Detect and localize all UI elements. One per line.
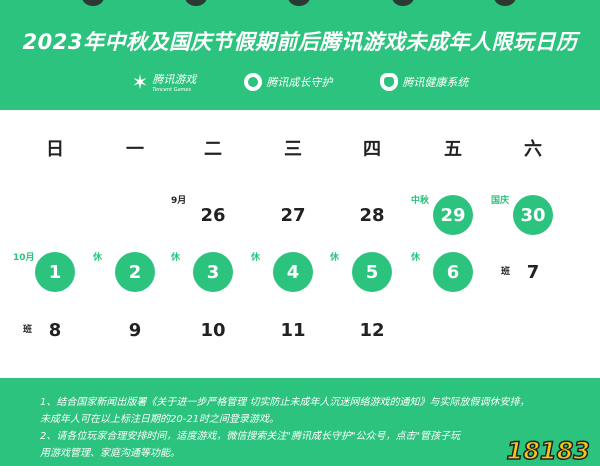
day-tag: 休 (251, 253, 261, 263)
weekday-header: 六 (524, 139, 542, 160)
calendar-day: 29 (433, 195, 473, 235)
calendar-day: 4 (273, 252, 313, 292)
binder-ring (494, 0, 516, 6)
note-line: 用游戏管理、家庭沟通等功能。 (40, 448, 180, 459)
weekday-header: 三 (284, 139, 302, 160)
logo-label: 腾讯健康系统 (402, 76, 469, 89)
weekday-header: 二 (204, 139, 222, 160)
binder-ring (392, 0, 414, 6)
watermark-logo: 18183 (506, 437, 591, 465)
logo-sub: Tencent Games (152, 87, 192, 93)
calendar-day: 10 (200, 319, 226, 341)
tencent-games-icon: ✶ (131, 70, 149, 94)
weekday-header: 日 (46, 139, 64, 160)
calendar-day: 30 (513, 195, 553, 235)
day-tag: 中秋 (411, 196, 430, 206)
calendar-day: 2 (115, 252, 155, 292)
tencent-games-logo: ✶ 腾讯游戏 Tencent Games (132, 70, 197, 94)
calendar-day: 8 (48, 319, 62, 341)
binder-ring (288, 0, 310, 6)
shield-icon (380, 73, 399, 91)
day-tag: 9月 (171, 196, 187, 206)
day-tag: 休 (171, 253, 181, 263)
day-tag: 休 (93, 253, 103, 263)
growth-guard-logo: 腾讯成长守护 (244, 73, 332, 91)
calendar-day: 9 (128, 319, 142, 341)
footer-notes: 1、结合国家新闻出版署《关于进一步严格管理 切实防止未成年人沉迷网络游戏的通知》… (0, 378, 600, 466)
day-tag: 休 (411, 253, 421, 263)
calendar-day: 5 (352, 252, 392, 292)
logo-label: 腾讯成长守护 (266, 76, 333, 89)
calendar-day: 7 (526, 261, 540, 283)
day-tag: 休 (330, 253, 340, 263)
logo-label: 腾讯游戏 (152, 73, 197, 86)
note-line: 2、请各位玩家合理安排时间，适度游戏，微信搜索关注"腾讯成长守护"公众号，点击"… (40, 431, 461, 442)
weekday-header: 五 (444, 139, 462, 160)
day-tag: 10月 (13, 253, 35, 263)
calendar-day: 27 (280, 204, 306, 226)
page-title: 2023年中秋及国庆节假期前后腾讯游戏未成年人限玩日历 (22, 30, 578, 54)
day-tag: 班 (23, 325, 33, 335)
calendar-day: 6 (433, 252, 473, 292)
note-line: 1、结合国家新闻出版署《关于进一步严格管理 切实防止未成年人沉迷网络游戏的通知》… (40, 397, 530, 408)
day-tag: 国庆 (491, 196, 510, 206)
calendar-day: 3 (193, 252, 233, 292)
calendar-day: 12 (359, 319, 385, 341)
calendar-day: 26 (200, 204, 226, 226)
binder-ring (185, 0, 207, 6)
growth-guard-icon (244, 73, 263, 91)
calendar-day: 1 (35, 252, 75, 292)
binder-ring (82, 0, 104, 6)
calendar-day: 28 (359, 204, 385, 226)
day-tag: 班 (501, 267, 511, 277)
weekday-header: 四 (363, 139, 381, 160)
weekday-header: 一 (126, 139, 144, 160)
health-system-logo: 腾讯健康系统 (380, 73, 468, 91)
calendar-day: 11 (280, 319, 306, 341)
note-line: 未成年人可在以上标注日期的20-21时之间登录游戏。 (40, 414, 280, 425)
header-banner: 2023年中秋及国庆节假期前后腾讯游戏未成年人限玩日历 ✶ 腾讯游戏 Tencent… (0, 0, 600, 110)
